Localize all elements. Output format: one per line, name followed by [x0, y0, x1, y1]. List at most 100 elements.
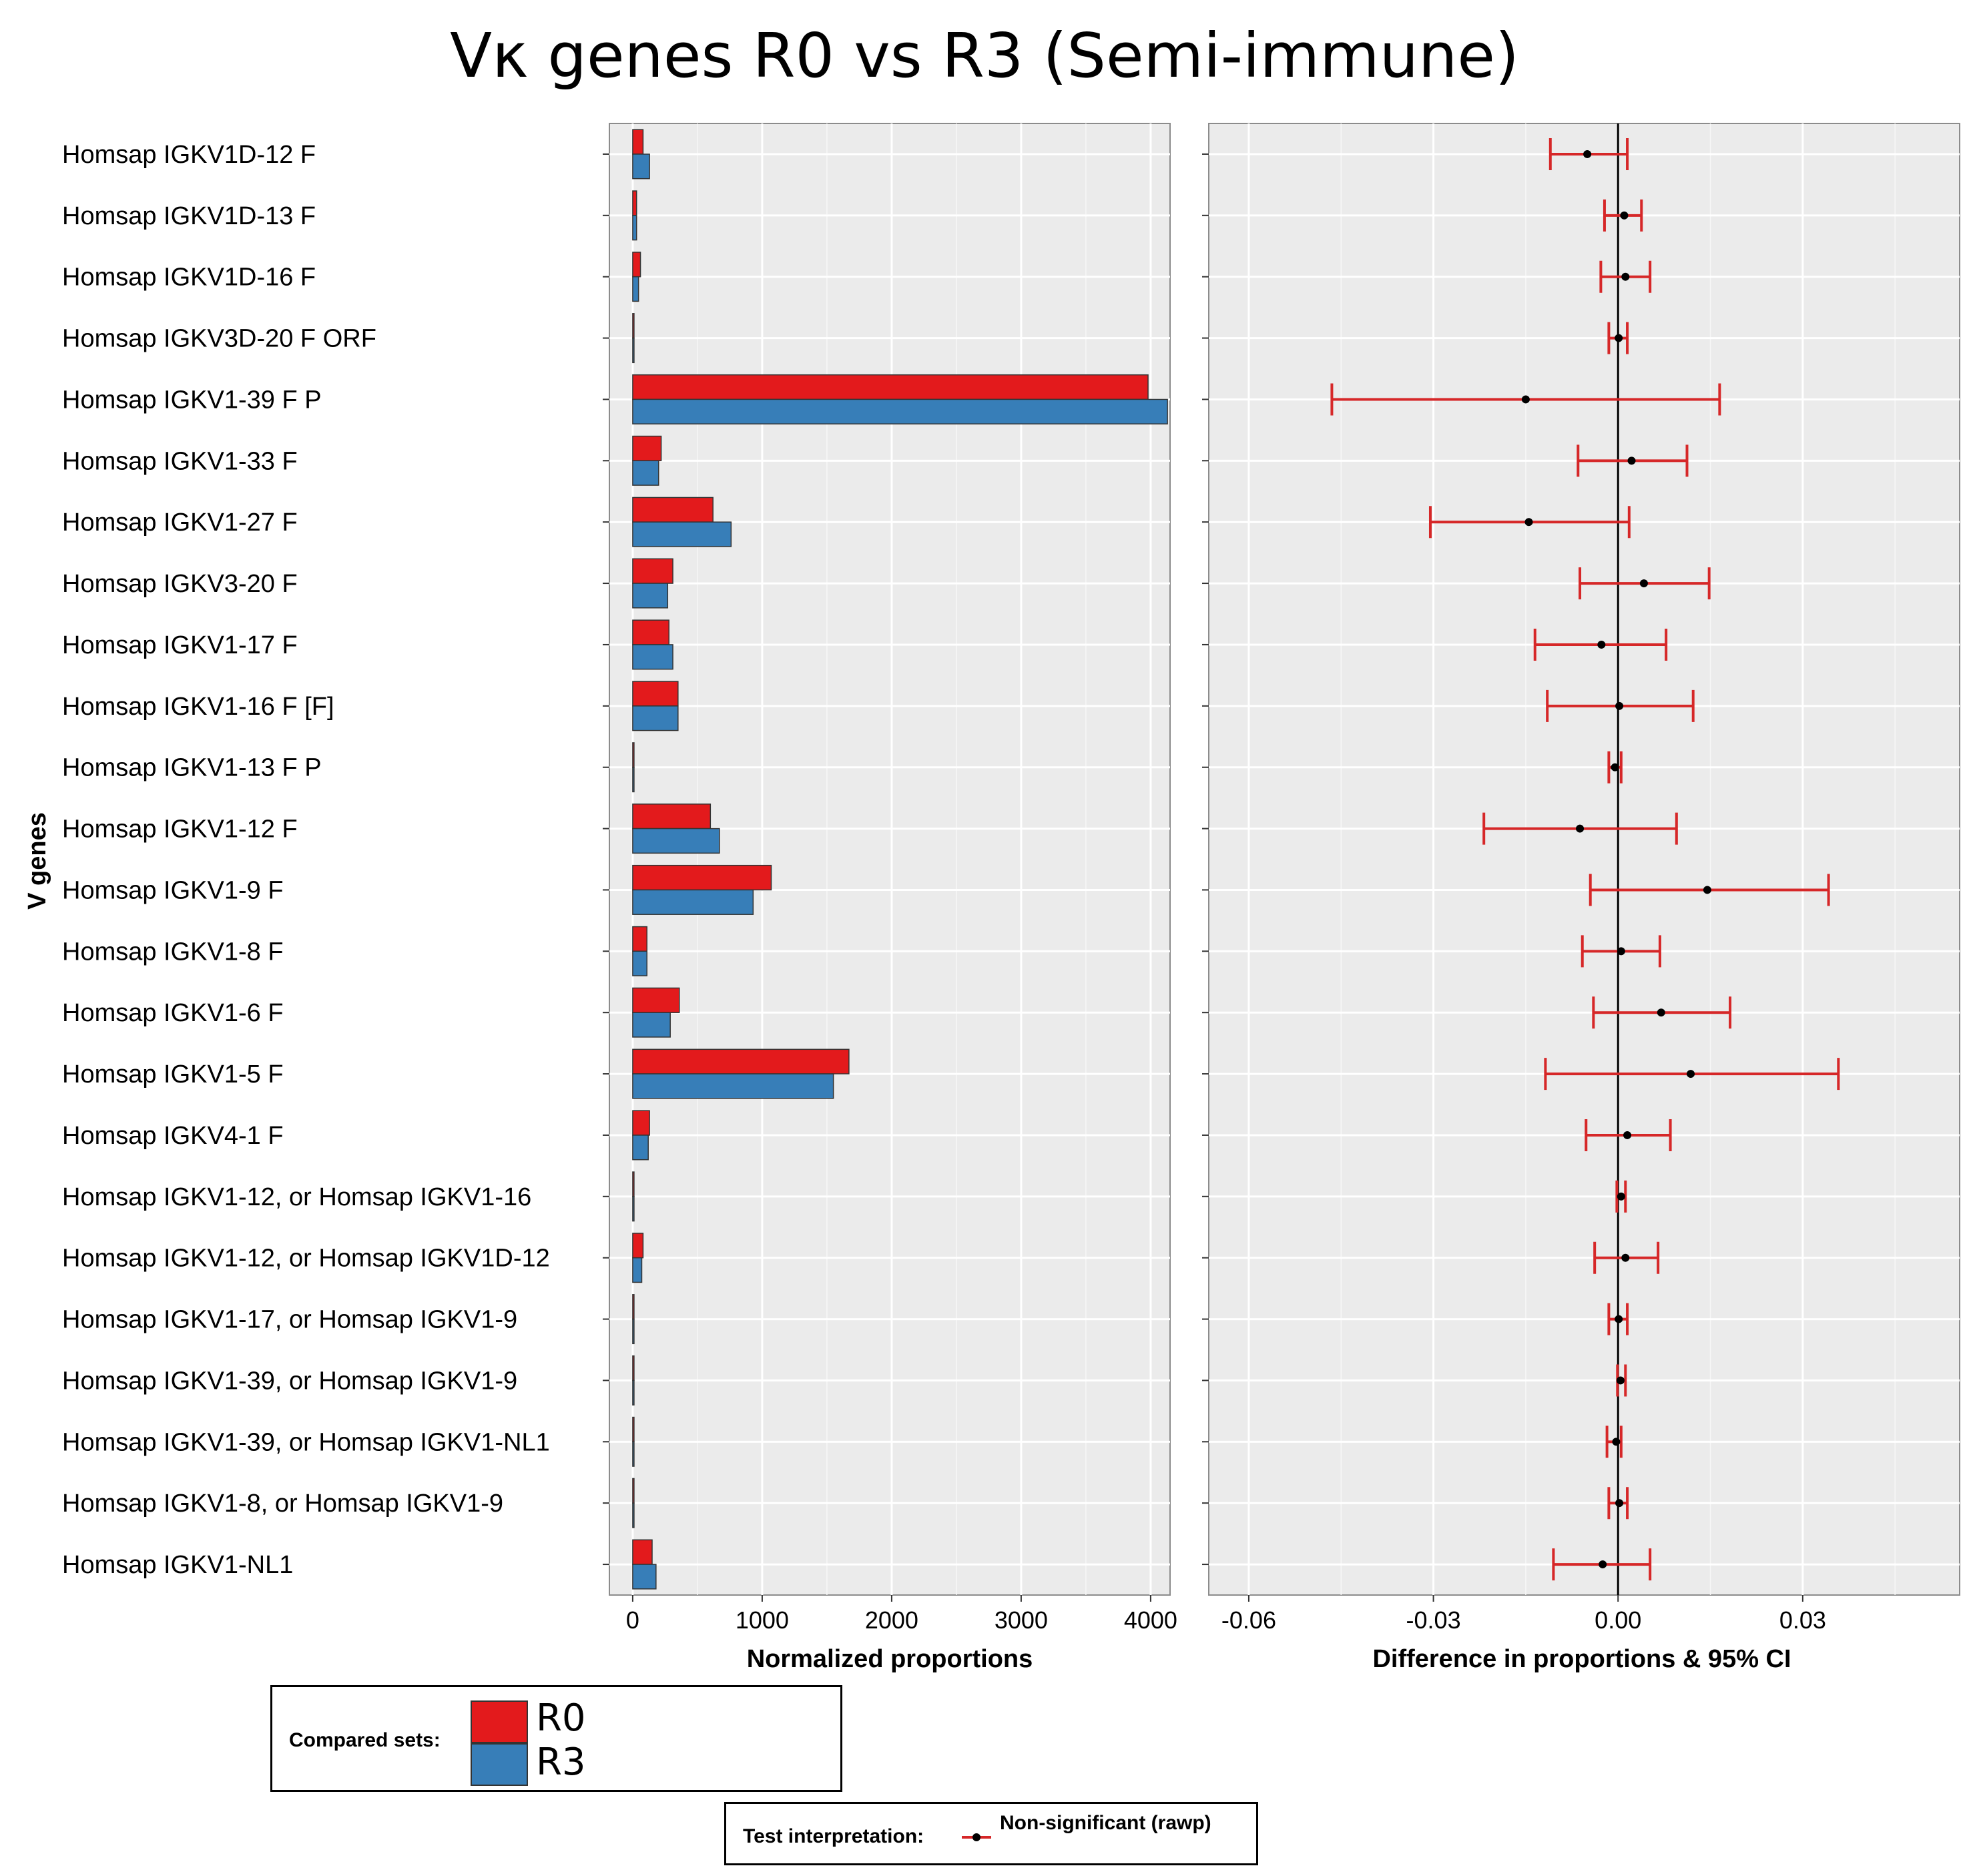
bar-r3 — [632, 1441, 635, 1467]
bar-r0 — [632, 313, 635, 339]
bar-r3 — [632, 889, 754, 915]
r3-swatch — [471, 1743, 528, 1786]
bar-r3 — [632, 1196, 635, 1222]
bar-x-tick-label: 3000 — [995, 1606, 1048, 1634]
bar-r0 — [632, 558, 673, 584]
bar-panel-background — [609, 123, 1171, 1596]
difference-point — [1524, 518, 1533, 527]
category-label: Homsap IGKV1-NL1 — [62, 1551, 293, 1579]
bar-r0 — [632, 1233, 644, 1259]
bar-r3 — [632, 1257, 643, 1283]
diff-x-tick-label: 0.03 — [1779, 1606, 1826, 1634]
r3-legend-label: R3 — [536, 1741, 586, 1784]
diff-x-tick-label: -0.06 — [1221, 1606, 1276, 1634]
difference-point — [1703, 886, 1711, 894]
bar-r3 — [632, 521, 732, 547]
category-label: Homsap IGKV1-17 F — [62, 631, 298, 659]
bar-x-tick-label: 0 — [626, 1606, 639, 1634]
bar-r3 — [632, 1012, 671, 1038]
diff-x-tick-label: 0.00 — [1595, 1606, 1641, 1634]
difference-point — [1615, 1499, 1624, 1508]
category-label: Homsap IGKV1D-16 F — [62, 264, 316, 292]
bar-r3 — [632, 1502, 635, 1528]
category-label: Homsap IGKV1-39, or Homsap IGKV1-NL1 — [62, 1428, 550, 1456]
bar-series — [632, 129, 1168, 1590]
category-label: Homsap IGKV1-12, or Homsap IGKV1D-12 — [62, 1245, 550, 1273]
category-label: Homsap IGKV1D-13 F — [62, 202, 316, 230]
bar-r0 — [632, 1048, 850, 1074]
difference-point — [1617, 947, 1625, 956]
y-axis-title: V genes — [23, 812, 51, 910]
bar-r3 — [632, 1135, 649, 1161]
difference-point — [1621, 1253, 1630, 1262]
category-label: Homsap IGKV1-33 F — [62, 447, 298, 475]
non-significant-legend-label: Non-significant (rawp) — [1000, 1812, 1211, 1834]
category-label: Homsap IGKV3D-20 F ORF — [62, 325, 376, 353]
bar-r3 — [632, 1379, 635, 1405]
bar-r0 — [632, 987, 680, 1013]
category-label: Homsap IGKV1-16 F [F] — [62, 693, 334, 721]
category-label: Homsap IGKV1-9 F — [62, 876, 284, 904]
category-label: Homsap IGKV1-39 F P — [62, 386, 322, 414]
diff-panel-background — [1208, 123, 1960, 1596]
bar-r0 — [632, 252, 641, 278]
diff-x-tick-label: -0.03 — [1406, 1606, 1461, 1634]
difference-point — [1612, 1438, 1621, 1446]
test-interpretation-legend-title: Test interpretation: — [743, 1825, 924, 1847]
bar-r0 — [632, 1478, 635, 1504]
bar-r3 — [632, 460, 659, 486]
bar-r3 — [632, 276, 639, 302]
legend-errorbar-glyph — [962, 1833, 991, 1841]
difference-point — [1576, 824, 1585, 833]
bar-x-tick-label: 2000 — [865, 1606, 918, 1634]
bar-x-tick-label: 1000 — [736, 1606, 789, 1634]
bar-r0 — [632, 864, 772, 891]
category-label: Homsap IGKV4-1 F — [62, 1122, 284, 1150]
category-label: Homsap IGKV1-8 F — [62, 938, 284, 966]
bar-r0 — [632, 619, 669, 645]
bar-r0 — [632, 435, 662, 462]
category-label: Homsap IGKV1-17, or Homsap IGKV1-9 — [62, 1306, 517, 1334]
category-label: Homsap IGKV1-5 F — [62, 1060, 284, 1088]
bar-r3 — [632, 583, 669, 609]
difference-point — [1521, 395, 1530, 404]
bar-gridlines — [609, 123, 1170, 1595]
category-label: Homsap IGKV1-27 F — [62, 509, 298, 537]
x-tick-labels: 0 1000 2000 3000 4000 -0.06 -0.03 0.00 0.03 — [626, 1595, 1826, 1634]
chart-title: Vκ genes R0 vs R3 (Semi-immune) — [450, 20, 1519, 91]
bar-r0 — [632, 804, 712, 830]
difference-point — [1615, 334, 1623, 342]
bar-r0 — [632, 681, 679, 707]
difference-point — [1616, 1376, 1625, 1385]
bar-r0 — [632, 1416, 635, 1443]
difference-point — [1620, 211, 1629, 220]
bar-r3 — [632, 398, 1168, 424]
difference-point — [1657, 1008, 1665, 1017]
bar-r3 — [632, 950, 648, 976]
bar-r0 — [632, 1539, 653, 1565]
difference-point — [1597, 640, 1606, 649]
bar-r0 — [632, 1171, 635, 1197]
bar-r3 — [632, 337, 635, 364]
category-label: Homsap IGKV1-12, or Homsap IGKV1-16 — [62, 1183, 531, 1211]
category-label: Homsap IGKV1-39, or Homsap IGKV1-9 — [62, 1367, 517, 1395]
bar-r3 — [632, 1318, 635, 1345]
difference-point — [1623, 1131, 1632, 1139]
difference-point — [1615, 1315, 1623, 1323]
category-label: Homsap IGKV1-13 F P — [62, 754, 322, 782]
bar-r3 — [632, 215, 637, 241]
bar-r3 — [632, 153, 650, 180]
difference-point — [1611, 763, 1619, 771]
bar-x-tick-label: 4000 — [1124, 1606, 1177, 1634]
difference-point — [1687, 1070, 1695, 1078]
difference-point — [1599, 1560, 1607, 1569]
difference-point — [1583, 149, 1592, 158]
category-label: Homsap IGKV1-6 F — [62, 999, 284, 1027]
bar-r3 — [632, 705, 679, 731]
category-label: Homsap IGKV3-20 F — [62, 570, 298, 598]
category-label: Homsap IGKV1-8, or Homsap IGKV1-9 — [62, 1490, 503, 1518]
difference-point — [1621, 272, 1630, 281]
bar-r3 — [632, 1564, 657, 1590]
difference-point — [1617, 1192, 1625, 1201]
